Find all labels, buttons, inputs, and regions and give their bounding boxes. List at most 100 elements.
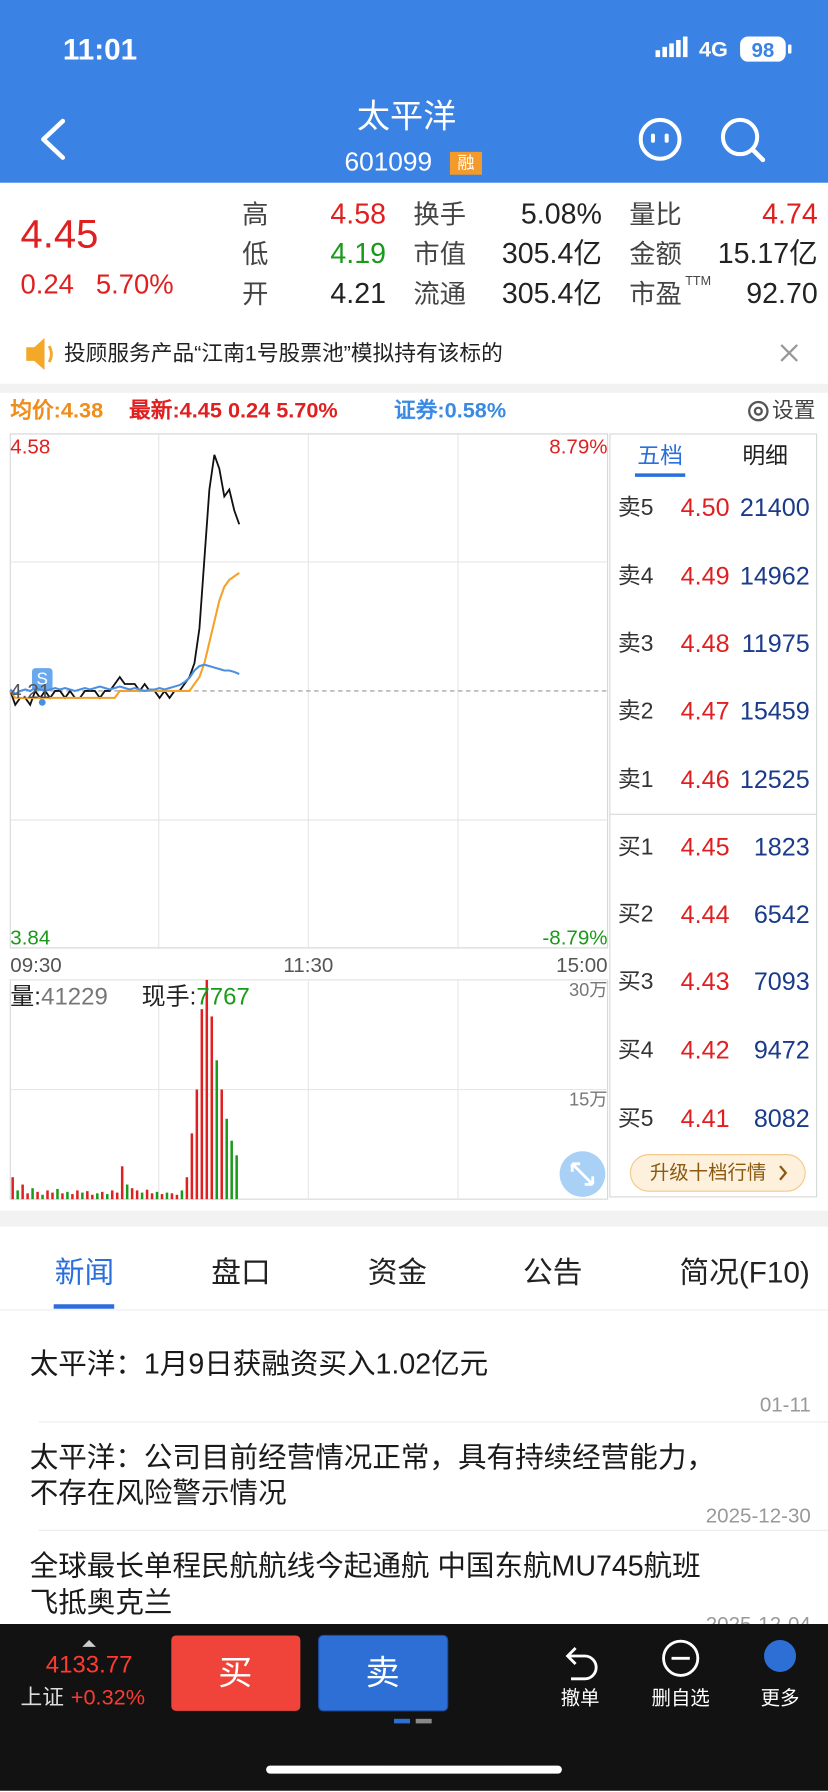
news-tab[interactable]: 简况(F10) (679, 1255, 810, 1290)
speaker-icon (26, 338, 53, 371)
battery-tip (788, 44, 792, 54)
y-tick-label: 4.58 (10, 435, 51, 458)
change-pct: 5.70% (95, 269, 174, 301)
volume-bar (66, 1191, 69, 1200)
stat-value: 15.17亿 (717, 238, 818, 271)
book-label: 卖3 (617, 631, 654, 657)
sell-label[interactable]: 卖 (365, 1654, 400, 1693)
x-tick-label: 09:30 (10, 953, 62, 977)
upgrade-chevron (779, 1165, 788, 1181)
volume-bar (235, 1155, 238, 1200)
volume-bar (86, 1191, 89, 1200)
book-label: 买5 (617, 1106, 654, 1132)
volume-bar (225, 1118, 228, 1200)
last-label: 现手: (141, 983, 197, 1011)
close-notice[interactable] (780, 344, 798, 362)
stock-title: 太平洋 (356, 98, 457, 136)
news-title[interactable]: 飞抵奥克兰 (29, 1586, 173, 1619)
news-tab[interactable]: 盘口 (211, 1255, 271, 1290)
book-label: 卖5 (617, 495, 654, 521)
upgrade-text[interactable]: 升级十档行情 (649, 1162, 767, 1184)
volume-bar (145, 1189, 149, 1200)
volume-bar (210, 1016, 214, 1200)
volume-bar (76, 1190, 79, 1200)
search-button[interactable] (720, 117, 766, 163)
back-button[interactable] (41, 118, 66, 160)
marker: S (36, 669, 48, 690)
book-label: 卖1 (617, 767, 654, 793)
volume-bar (26, 1193, 29, 1200)
network: 4G (698, 38, 728, 63)
volume-bar (91, 1194, 94, 1200)
signal-icon (655, 36, 688, 58)
y-tick-label: 4.21 (10, 679, 51, 703)
volume-bar (101, 1191, 104, 1200)
marker-badge (31, 668, 53, 691)
volume-bar (160, 1194, 164, 1200)
volume-bar (195, 1089, 199, 1200)
price: 4.45 (20, 211, 99, 257)
price-line (9, 663, 240, 696)
news-title[interactable]: 全球最长单程民航航线今起通航 中国东航MU745航班 (29, 1550, 701, 1583)
stat-value: 4.21 (330, 278, 387, 311)
book-price: 4.48 (680, 629, 730, 658)
news-tab[interactable]: 公告 (523, 1255, 583, 1290)
news-title[interactable]: 不存在风险警示情况 (29, 1477, 287, 1510)
volume-bar (61, 1193, 64, 1200)
price-line (9, 572, 240, 699)
settings-icon[interactable] (748, 400, 769, 422)
upgrade-button[interactable] (629, 1154, 806, 1192)
volume-bar (36, 1191, 39, 1200)
volume-bar (21, 1184, 24, 1200)
battery-level: 98 (751, 38, 775, 62)
book-volume: 8082 (753, 1104, 810, 1133)
news-date: 2025-12-30 (705, 1504, 811, 1527)
news-tab[interactable]: 新闻 (54, 1255, 115, 1290)
expand-button[interactable] (559, 1151, 606, 1197)
volume-total: 41229 (41, 983, 108, 1011)
stat-label: 低 (242, 239, 269, 269)
index-change: +0.32% (70, 1686, 146, 1711)
stat-value: 305.4亿 (501, 238, 602, 271)
action-label[interactable]: 撤单 (560, 1687, 600, 1710)
badge-bg (449, 151, 482, 175)
volume-bar (31, 1188, 34, 1200)
stat-value: 5.08% (520, 198, 602, 231)
volume-label: 量: (10, 983, 41, 1011)
legend-avg: 均价:4.38 (10, 399, 104, 424)
book-label: 买4 (617, 1038, 654, 1064)
book-tab[interactable]: 五档 (637, 444, 683, 470)
book-price: 4.46 (680, 765, 730, 794)
notice: 投顾服务产品“江南1号股票池”模拟持有该标的 (63, 342, 503, 367)
y-tick-label: 3.84 (10, 926, 51, 950)
volume-bar (115, 1192, 119, 1200)
service-button[interactable] (638, 117, 682, 161)
book-tab[interactable]: 明细 (742, 444, 789, 470)
volume-bar (41, 1194, 44, 1200)
change: 0.24 (20, 269, 74, 301)
volume-bar (56, 1188, 59, 1200)
volume-bar (16, 1190, 19, 1200)
action-label[interactable]: 更多 (760, 1687, 800, 1710)
settings[interactable]: 设置 (772, 399, 816, 424)
ttm: TTM (685, 274, 712, 289)
news-title[interactable]: 太平洋：1月9日获融资买入1.02亿元 (29, 1348, 489, 1381)
stat-value: 92.70 (746, 278, 818, 311)
volume-bar (190, 1133, 194, 1200)
marker-dot (38, 698, 46, 706)
book-price: 4.45 (680, 832, 730, 862)
news-tab[interactable]: 资金 (367, 1255, 428, 1290)
buy-label[interactable]: 买 (218, 1654, 253, 1693)
volume-bar (185, 1177, 189, 1200)
book-volume: 6542 (753, 899, 810, 929)
y2-tick-label: -8.79% (542, 926, 608, 950)
volume-bar (140, 1192, 144, 1200)
news-title[interactable]: 太平洋：公司目前经营情况正常，具有持续经营能力， (29, 1441, 715, 1474)
action-label[interactable]: 删自选 (651, 1687, 710, 1710)
price-line (9, 454, 241, 707)
order-book-frame (609, 433, 818, 1198)
stat-value: 305.4亿 (501, 278, 602, 311)
book-volume: 14962 (739, 561, 810, 591)
